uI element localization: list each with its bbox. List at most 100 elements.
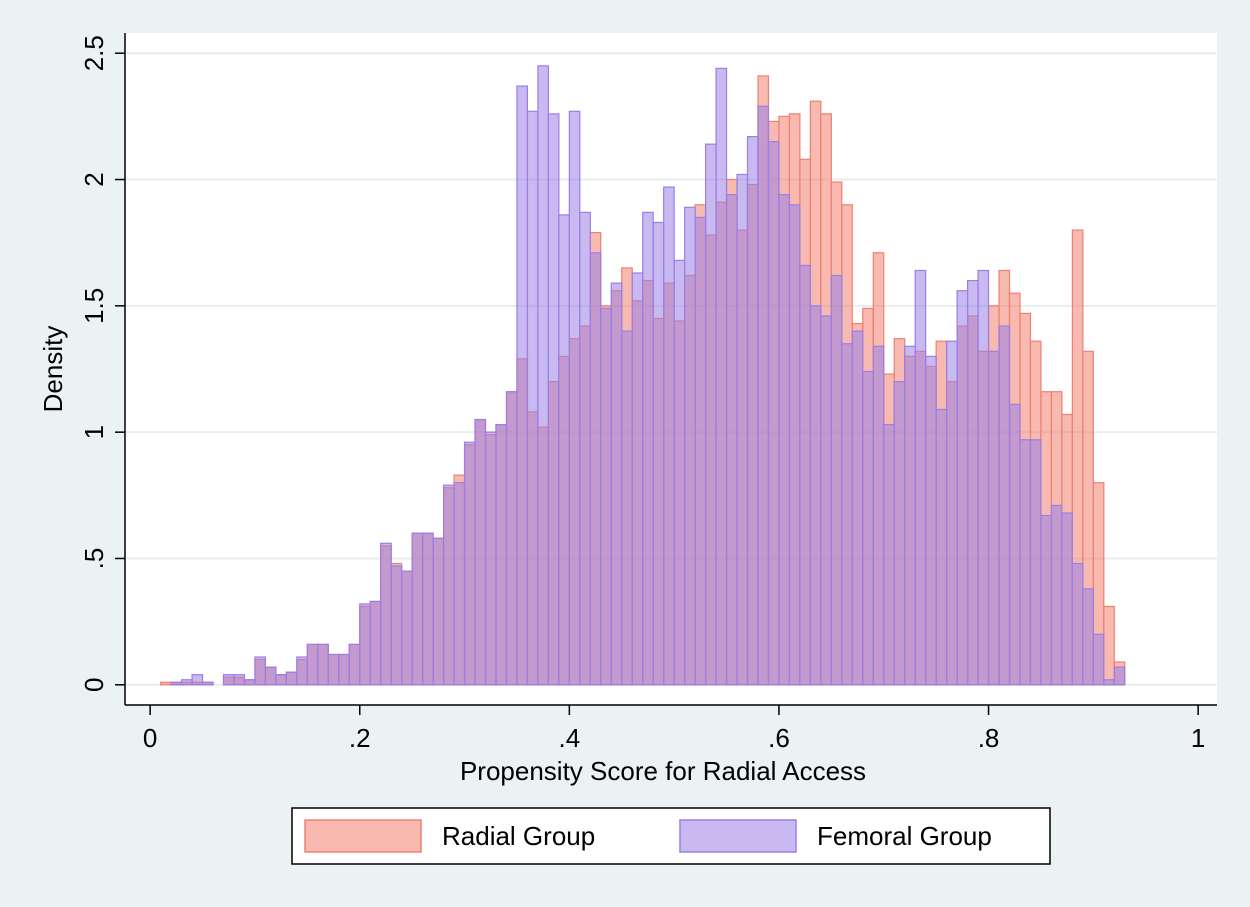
bar [610, 282, 623, 686]
bar [338, 653, 350, 686]
bar [684, 206, 696, 686]
y-tick-label: .5 [79, 548, 109, 570]
bar [547, 113, 560, 686]
bar [1008, 403, 1021, 686]
bar [589, 252, 602, 686]
bar [904, 345, 916, 686]
bar [1071, 562, 1084, 686]
bar [463, 441, 476, 686]
bar [809, 305, 822, 686]
bar [1019, 439, 1032, 686]
bar [432, 537, 445, 686]
x-tick-label: .6 [768, 723, 790, 753]
x-tick-label: .4 [559, 723, 581, 753]
bar [568, 110, 581, 686]
bar [160, 681, 172, 686]
bar [673, 259, 686, 686]
bar [778, 194, 791, 686]
bar [411, 532, 424, 686]
y-tick-label: 2.5 [79, 35, 109, 71]
bar [474, 418, 487, 686]
bar [704, 143, 717, 686]
bar [883, 423, 895, 686]
bars [160, 65, 1126, 686]
bar [987, 350, 1000, 686]
y-tick-label: 0 [79, 678, 109, 692]
bar [1040, 514, 1053, 686]
legend-swatch [304, 819, 422, 853]
legend-label: Femoral Group [817, 821, 992, 851]
bar [767, 141, 780, 686]
y-tick-label: 2 [79, 172, 109, 186]
bar [233, 674, 246, 686]
bar [222, 674, 235, 686]
bar [401, 570, 413, 686]
bar [359, 603, 371, 686]
bar [663, 186, 675, 686]
bar [935, 408, 948, 686]
bar [862, 370, 874, 686]
bar [390, 565, 403, 686]
bar [180, 679, 193, 686]
legend: Radial Group Femoral Group [291, 807, 1051, 865]
bar [516, 85, 529, 686]
bar [841, 343, 853, 686]
bar [369, 600, 382, 686]
bar [453, 482, 466, 686]
bar [694, 216, 707, 686]
x-tick-label: 1 [1191, 723, 1205, 753]
bar [275, 674, 287, 686]
bar [579, 211, 591, 686]
bar [1103, 605, 1115, 686]
bar [526, 110, 539, 686]
x-tick-label: 0 [143, 723, 157, 753]
x-tick-label: .2 [349, 723, 371, 753]
bar [484, 431, 497, 686]
x-tick-label: .8 [978, 723, 1000, 753]
bar [893, 381, 906, 686]
bar [254, 656, 267, 686]
bar [1113, 666, 1126, 686]
bar [1029, 439, 1042, 686]
bar [621, 330, 633, 686]
bar [1082, 588, 1094, 686]
bar [1050, 504, 1063, 686]
bar [925, 355, 937, 686]
bar [788, 204, 801, 686]
bar [725, 194, 738, 686]
bar [558, 214, 570, 686]
bar [380, 542, 392, 686]
y-tick-label: 1.5 [79, 288, 109, 324]
bar [537, 65, 549, 686]
bar [851, 330, 864, 686]
bar [264, 666, 277, 686]
axes: 0 .5 1 1.5 2 2.5 0 .2 .4 .6 .8 1 [79, 33, 1217, 753]
bar [285, 671, 298, 686]
bar [715, 67, 728, 686]
bar [317, 643, 329, 686]
bar [327, 653, 340, 686]
bar [201, 681, 214, 686]
bar [296, 656, 308, 686]
y-axis-title: Density [38, 326, 68, 413]
y-tick-label: 1 [79, 425, 109, 439]
bar [652, 221, 665, 686]
bar [946, 340, 958, 686]
bar [243, 679, 256, 686]
bar [495, 423, 508, 686]
bar [1061, 512, 1073, 686]
bar [736, 173, 749, 686]
bar [422, 532, 434, 686]
bar [757, 105, 770, 686]
legend-swatch [679, 819, 797, 853]
bar [799, 264, 811, 686]
bar [170, 681, 183, 686]
bar [348, 643, 361, 686]
bar [631, 272, 644, 686]
bar [1092, 633, 1105, 686]
bar [191, 674, 204, 686]
bar [1103, 679, 1115, 686]
bar [872, 345, 885, 686]
